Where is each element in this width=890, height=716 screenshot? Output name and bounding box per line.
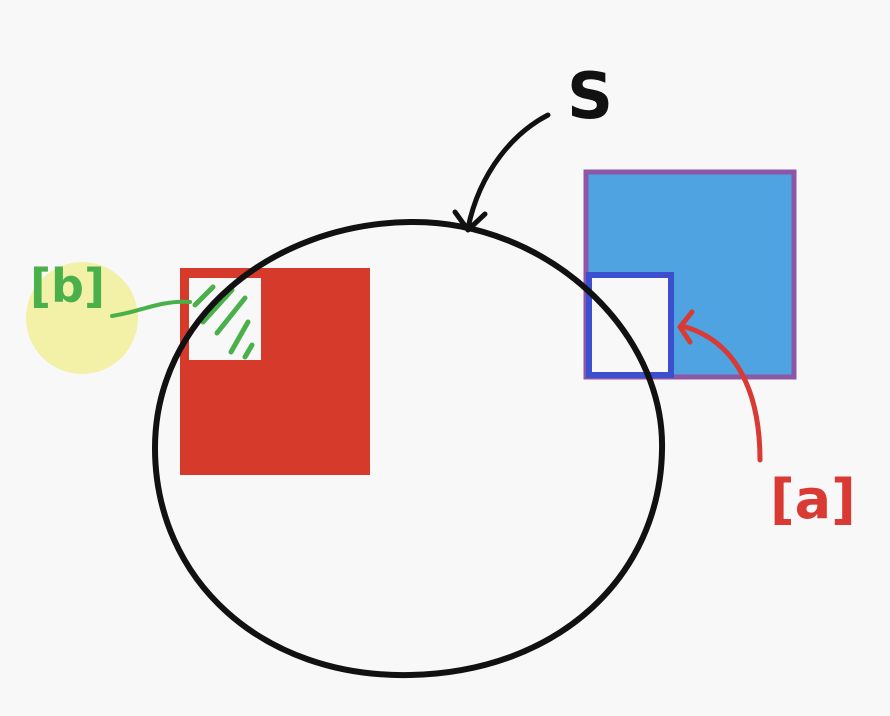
label-a: [a] [770, 468, 856, 531]
label-b: [b] [30, 259, 105, 313]
label-b-highlight [26, 262, 138, 374]
label-s: S [567, 60, 613, 134]
label-b-connector [110, 299, 192, 318]
set-s-circle [151, 218, 666, 679]
blue-inner-box [586, 272, 674, 378]
arrow-s-icon [452, 112, 551, 233]
arrow-a-icon [677, 309, 763, 463]
green-hatch-icon [192, 284, 255, 360]
